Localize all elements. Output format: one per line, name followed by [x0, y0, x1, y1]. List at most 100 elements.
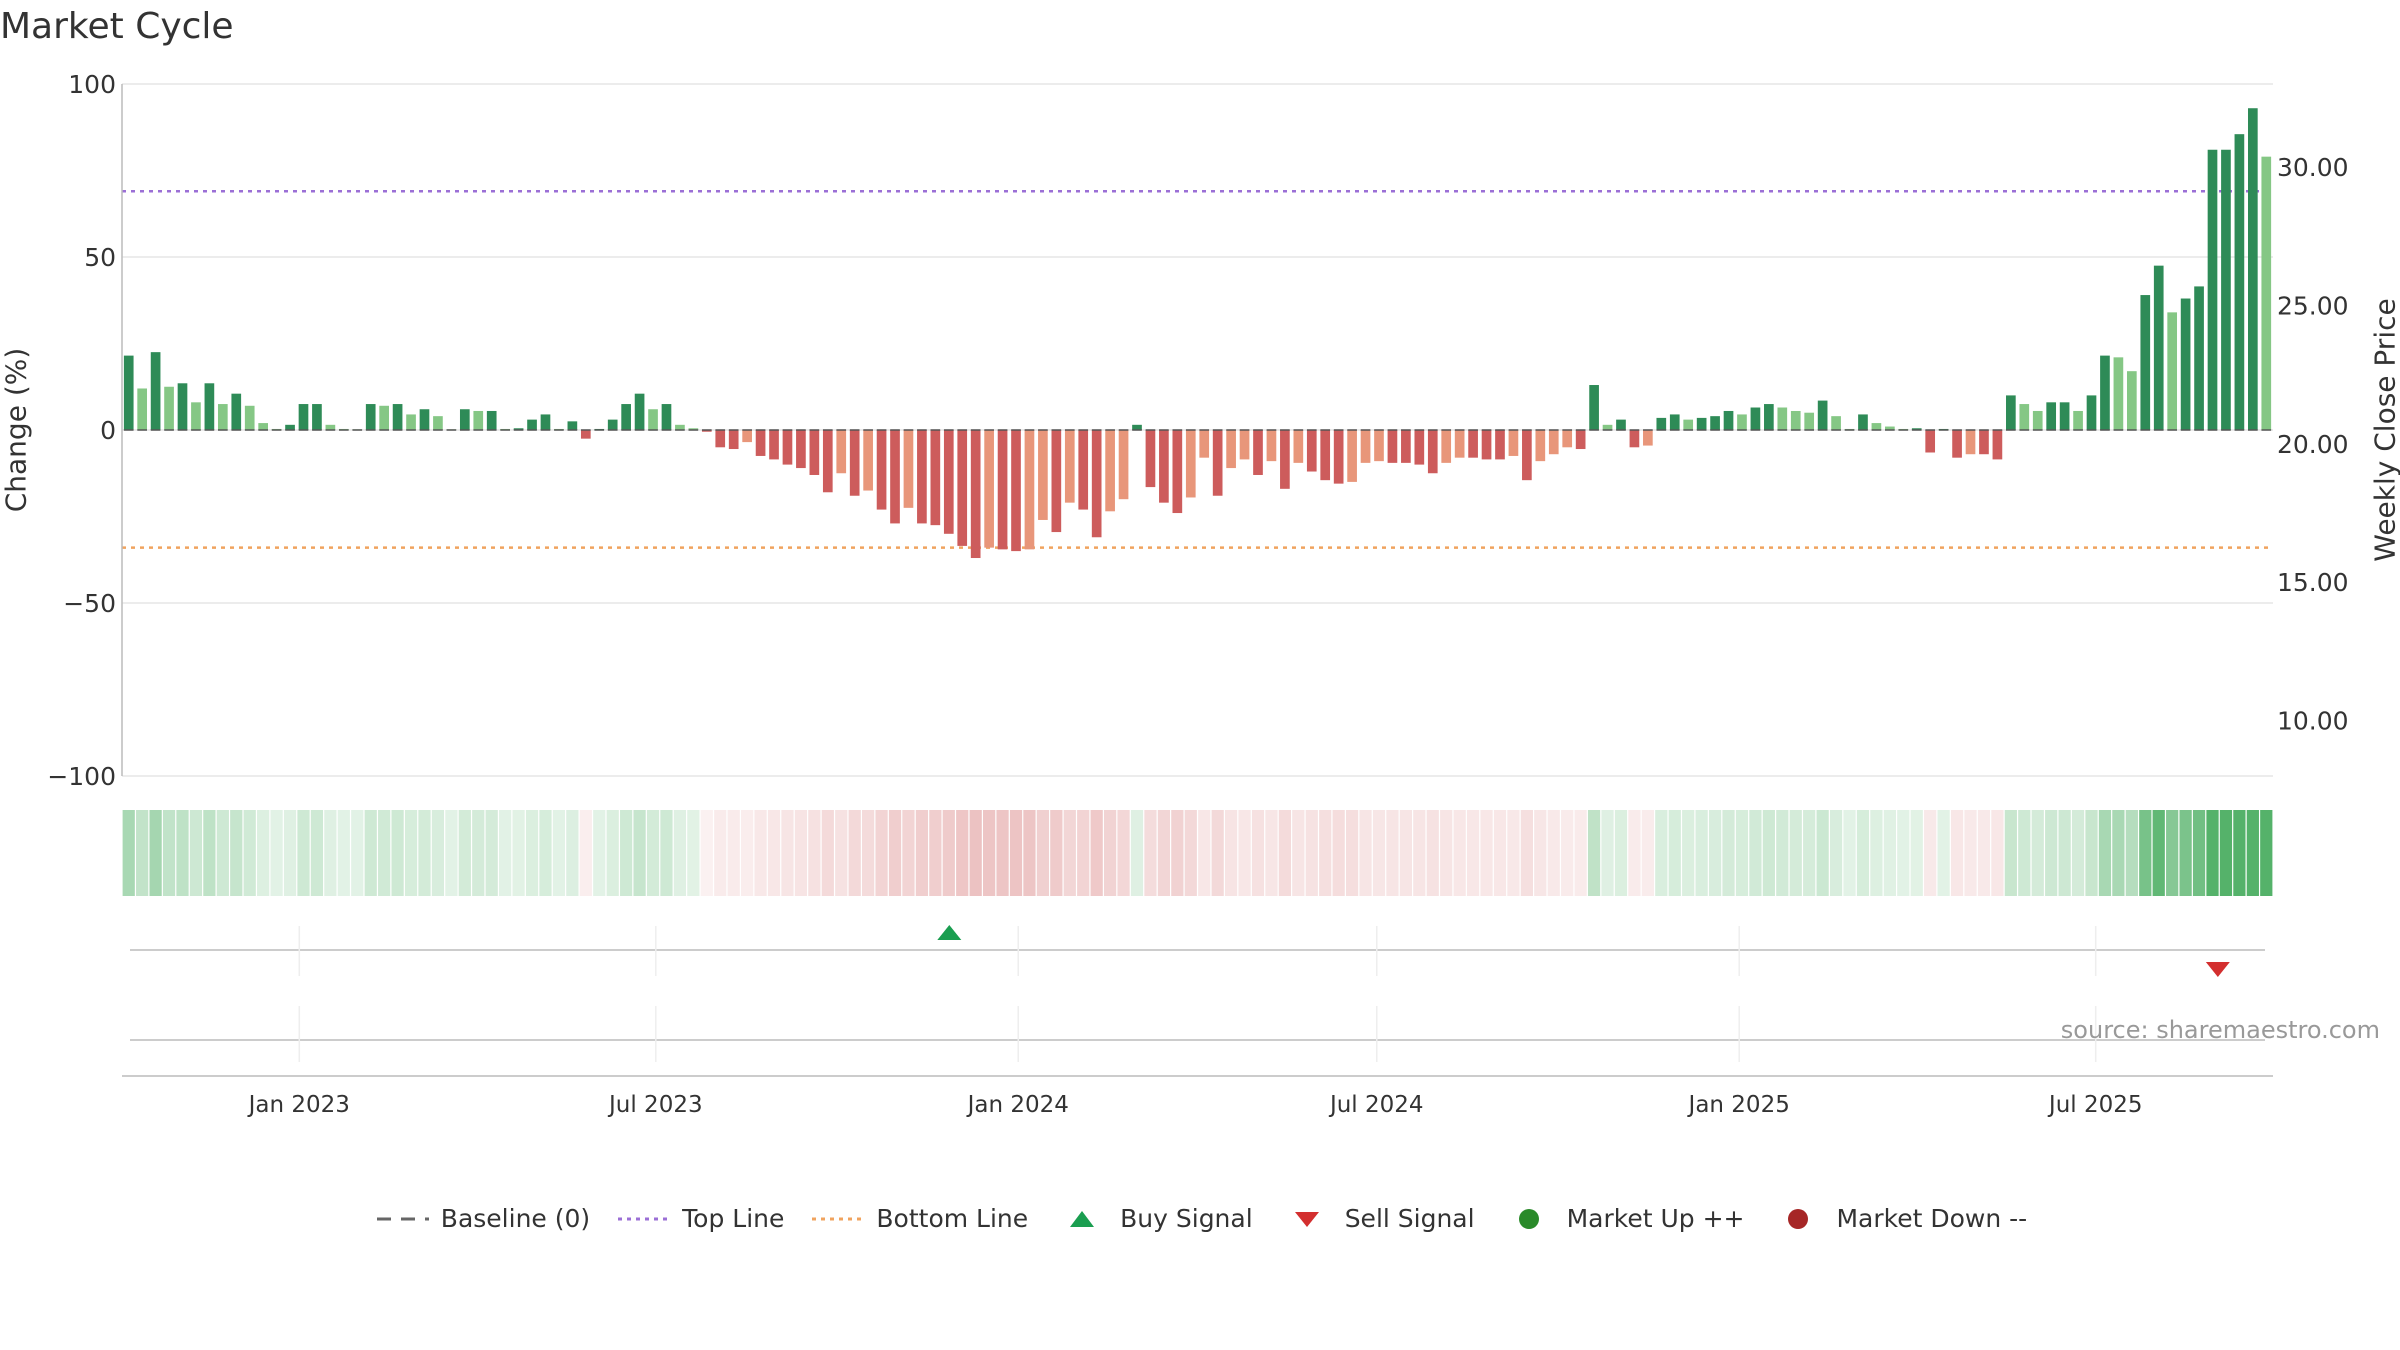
bar — [1992, 430, 2003, 460]
bar — [204, 383, 215, 430]
y-right-tick-label: 10.00 — [2277, 707, 2349, 736]
bar — [2006, 395, 2016, 430]
heat-cell — [1789, 810, 1802, 896]
bar — [2059, 402, 2070, 430]
heat-cell — [1278, 810, 1292, 896]
bar — [1535, 430, 1546, 462]
heat-cell — [176, 810, 189, 896]
heat-cell — [2031, 810, 2044, 896]
heat-cell — [942, 810, 955, 896]
heat-cell — [700, 810, 713, 896]
bar — [567, 421, 578, 430]
bar — [903, 430, 914, 508]
bar — [513, 428, 524, 430]
bar — [1925, 430, 1936, 453]
heat-cell — [1682, 810, 1695, 896]
bar — [2073, 410, 2083, 430]
bar — [755, 430, 766, 456]
bar — [715, 430, 726, 448]
heat-cell — [1574, 810, 1587, 896]
heat-cell — [2260, 810, 2273, 896]
heat-cell — [1493, 810, 1507, 896]
bar — [191, 402, 201, 430]
dotted-line-icon — [614, 1207, 674, 1231]
bar — [1306, 430, 1317, 472]
legend: Baseline (0) Top Line Bottom Line Buy Signa… — [0, 1204, 2400, 1233]
bar — [701, 430, 712, 432]
y-right-tick-label: 20.00 — [2277, 430, 2349, 459]
bar — [1078, 430, 1089, 510]
bar — [2153, 265, 2164, 430]
bar — [1683, 419, 1694, 430]
bar — [1387, 430, 1398, 463]
bar — [2046, 402, 2057, 430]
bar — [285, 424, 295, 430]
heat-cell — [1386, 810, 1399, 896]
bar — [607, 419, 618, 430]
heat-cell — [1776, 810, 1789, 896]
bar — [1454, 430, 1465, 458]
heat-cell — [1211, 810, 1224, 896]
heat-cell — [1251, 810, 1265, 896]
heat-cell — [1090, 810, 1103, 896]
bar — [849, 430, 860, 496]
bar — [580, 430, 591, 439]
heat-cell — [1910, 810, 1923, 896]
heat-cell — [230, 810, 243, 896]
bar — [836, 430, 847, 474]
circle-icon — [1499, 1207, 1559, 1231]
bar — [1965, 430, 1976, 455]
bar — [1024, 430, 1035, 550]
heat-cell — [835, 810, 848, 896]
heat-cell — [1077, 810, 1090, 896]
bar — [2261, 156, 2272, 430]
y-right-tick-label: 15.00 — [2277, 568, 2349, 597]
bar — [473, 410, 484, 430]
heat-cell — [821, 810, 834, 896]
heat-cell — [1372, 810, 1386, 896]
legend-item: Baseline (0) — [373, 1204, 590, 1233]
bar — [1575, 430, 1586, 450]
legend-label: Sell Signal — [1344, 1204, 1475, 1233]
heat-cell — [1480, 810, 1493, 896]
bar — [1871, 423, 1882, 430]
bar — [863, 430, 873, 491]
heat-cell — [337, 810, 350, 896]
bar — [2140, 295, 2151, 430]
bar — [1710, 416, 1720, 430]
heat-cell — [1466, 810, 1480, 896]
heat-cell — [1897, 810, 1910, 896]
heat-cell — [1399, 810, 1412, 896]
heat-cell — [2125, 810, 2138, 896]
bar — [2247, 108, 2258, 430]
heat-cell — [2098, 810, 2112, 896]
heat-cell — [1520, 810, 1533, 896]
heat-cell — [445, 810, 458, 896]
bar — [1468, 430, 1478, 458]
heat-cell — [633, 810, 646, 896]
bar — [1253, 430, 1263, 475]
legend-label: Market Up ++ — [1566, 1204, 1745, 1233]
x-tick-label: Jan 2025 — [1687, 1092, 1790, 1118]
heat-cell — [1359, 810, 1372, 896]
heat-cell — [149, 810, 162, 896]
heat-cell — [1171, 810, 1184, 896]
legend-item: Sell Signal — [1277, 1204, 1475, 1233]
heat-cell — [162, 810, 176, 896]
heat-cell — [1655, 810, 1668, 896]
heat-cell — [1708, 810, 1722, 896]
heat-cell — [458, 810, 471, 896]
heat-cell — [2219, 810, 2233, 896]
bar — [379, 405, 389, 430]
bar — [769, 430, 779, 460]
bar — [1280, 430, 1290, 489]
bar — [917, 430, 927, 524]
heat-cell — [364, 810, 377, 896]
bar — [1656, 417, 1667, 430]
y-right-tick-label: 25.00 — [2277, 291, 2349, 320]
bar — [433, 416, 443, 430]
heat-cell — [1238, 810, 1251, 896]
heat-cell — [1829, 810, 1843, 896]
bar — [1185, 430, 1196, 498]
heat-cell — [2206, 810, 2219, 896]
